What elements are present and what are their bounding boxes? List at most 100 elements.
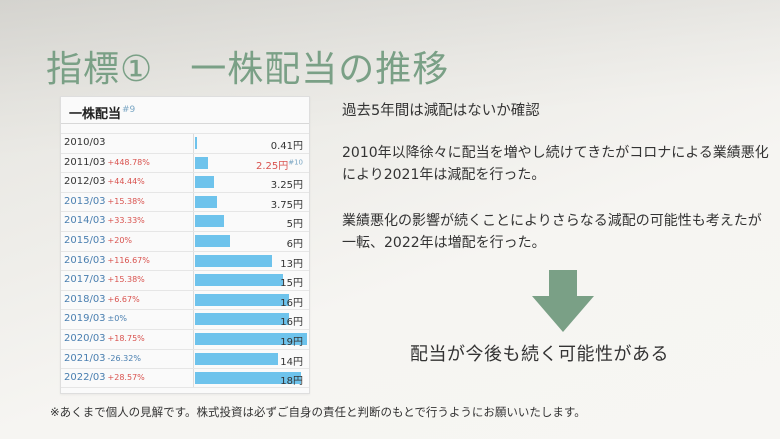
table-row: 2011/03 +448.78% 2.25円#10 — [61, 152, 309, 173]
row-year-label: 2021/03 — [64, 352, 106, 364]
row-year[interactable]: 2022/03 +28.57% — [64, 372, 145, 383]
dividend-bar — [195, 176, 215, 189]
dividend-bar — [195, 313, 290, 326]
row-year-label: 2011/03 — [64, 156, 106, 168]
row-value-label: 16円 — [280, 297, 303, 309]
row-value-label: 13円 — [280, 258, 303, 270]
dividend-bar — [195, 215, 225, 228]
card-header: 一株配当#9 — [69, 103, 135, 122]
dividend-bar — [195, 156, 209, 169]
row-year-label: 2022/03 — [64, 372, 106, 384]
card-header-underline — [61, 123, 309, 124]
row-value: 6円 — [287, 235, 303, 250]
column-divider — [193, 173, 194, 192]
row-year[interactable]: 2016/03 +116.67% — [64, 255, 150, 266]
row-value: 13円 — [280, 255, 303, 270]
row-value-label: 0.41円 — [270, 141, 303, 152]
table-row: 2019/03 ±0% 16円 — [61, 309, 309, 329]
row-change: +15.38% — [107, 196, 145, 206]
dividend-bar — [195, 293, 290, 306]
row-change: -26.32% — [107, 353, 141, 363]
row-change: +15.38% — [107, 275, 145, 285]
row-year[interactable]: 2013/03 +15.38% — [64, 196, 145, 207]
row-change: +44.44% — [107, 177, 145, 187]
table-row: 2014/03 +33.33% 5円 — [61, 211, 309, 231]
row-year-label: 2019/03 — [64, 313, 106, 325]
row-value: 5円 — [287, 215, 303, 230]
row-change: +6.67% — [107, 294, 140, 304]
column-divider — [193, 329, 194, 349]
row-value: 15円 — [280, 274, 303, 289]
row-value: 18円 — [280, 372, 303, 387]
row-year[interactable]: 2019/03 ±0% — [64, 313, 127, 324]
row-year-label: 2018/03 — [64, 293, 106, 305]
table-row: 2018/03 +6.67% 16円 — [61, 289, 309, 310]
row-value-label: 3.75円 — [270, 199, 303, 211]
column-divider — [193, 134, 194, 153]
row-value: 3.75円 — [271, 196, 303, 211]
dividend-bar — [195, 195, 218, 208]
row-change: +28.57% — [107, 373, 145, 383]
row-value-label: 18円 — [280, 376, 303, 388]
row-change: +20% — [107, 235, 133, 245]
row-change: ±0% — [107, 314, 127, 324]
table-row: 2012/03 +44.44% 3.25円 — [61, 172, 309, 192]
row-year-label: 2012/03 — [64, 176, 106, 188]
dividend-table-card: 一株配当#9 2010/03 0.41円 2011/03 +448.78% 2.25円#… — [60, 96, 310, 394]
dividend-bar — [195, 332, 307, 345]
row-change: +33.33% — [107, 216, 145, 226]
row-year[interactable]: 2020/03 +18.75% — [64, 333, 145, 344]
row-value-label: 14円 — [280, 356, 303, 368]
dividend-bar — [195, 372, 302, 385]
column-divider — [193, 212, 194, 231]
row-year-label: 2017/03 — [64, 274, 106, 286]
card-title: 一株配当 — [69, 107, 122, 122]
disclaimer-text: ※あくまで個人の見解です。株式投資は必ずご自身の責任と判断のもとで行うようにお願… — [50, 405, 586, 419]
table-row: 2015/03 +20% 6円 — [61, 230, 309, 251]
table-row: 2010/03 0.41円 — [61, 133, 309, 153]
paragraph-outlook: 業績悪化の影響が続くことによりさらなる減配の可能性も考えたが一転、2022年は増… — [342, 213, 762, 251]
column-divider — [193, 192, 194, 212]
table-row: 2022/03 +28.57% 18円 — [61, 368, 309, 388]
column-divider — [193, 369, 194, 387]
row-year[interactable]: 2014/03 +33.33% — [64, 215, 145, 226]
row-value-label: 6円 — [286, 238, 303, 250]
row-year[interactable]: 2017/03 +15.38% — [64, 274, 145, 285]
row-value: 14円 — [280, 353, 303, 368]
column-divider — [193, 231, 194, 251]
row-year[interactable]: 2015/03 +20% — [64, 235, 132, 246]
row-year-label: 2014/03 — [64, 215, 106, 227]
row-value-label: 19円 — [280, 336, 303, 348]
column-divider — [193, 271, 194, 290]
row-change: +448.78% — [107, 157, 150, 167]
row-change: +18.75% — [107, 333, 145, 343]
conclusion-text: 配当が今後も続く可能性がある — [410, 344, 669, 365]
card-rank[interactable]: #9 — [122, 104, 136, 115]
row-value-label: 2.25円 — [255, 160, 289, 172]
arrow-down-icon — [532, 270, 594, 332]
dividend-bar — [195, 234, 231, 247]
row-value-label: 15円 — [280, 278, 303, 290]
row-year[interactable]: 2018/03 +6.67% — [64, 294, 140, 305]
row-value: 2.25円#10 — [255, 157, 303, 172]
table-row: 2016/03 +116.67% 13円 — [61, 250, 309, 271]
row-year-label: 2020/03 — [64, 332, 106, 344]
row-year-label: 2016/03 — [64, 254, 106, 266]
row-value-label: 5円 — [286, 219, 303, 231]
paragraph-history: 2010年以降徐々に配当を増やし続けてきたがコロナによる業績悪化により2021年… — [342, 145, 769, 183]
value-rank[interactable]: #10 — [288, 158, 303, 167]
row-year-label: 2013/03 — [64, 195, 106, 207]
dividend-bar — [195, 352, 278, 365]
table-row: 2013/03 +15.38% 3.75円 — [61, 191, 309, 212]
row-value: 16円 — [280, 294, 303, 309]
row-year: 2012/03 +44.44% — [64, 176, 145, 187]
row-year[interactable]: 2021/03 -26.32% — [64, 353, 141, 364]
row-year: 2011/03 +448.78% — [64, 157, 150, 168]
row-value: 16円 — [280, 313, 303, 328]
table-row: 2021/03 -26.32% 14円 — [61, 348, 309, 369]
row-year: 2010/03 — [64, 137, 108, 148]
row-value-label: 16円 — [280, 317, 303, 329]
table-row: 2020/03 +18.75% 19円 — [61, 328, 309, 349]
row-value: 0.41円 — [271, 137, 303, 152]
column-divider — [193, 349, 194, 369]
